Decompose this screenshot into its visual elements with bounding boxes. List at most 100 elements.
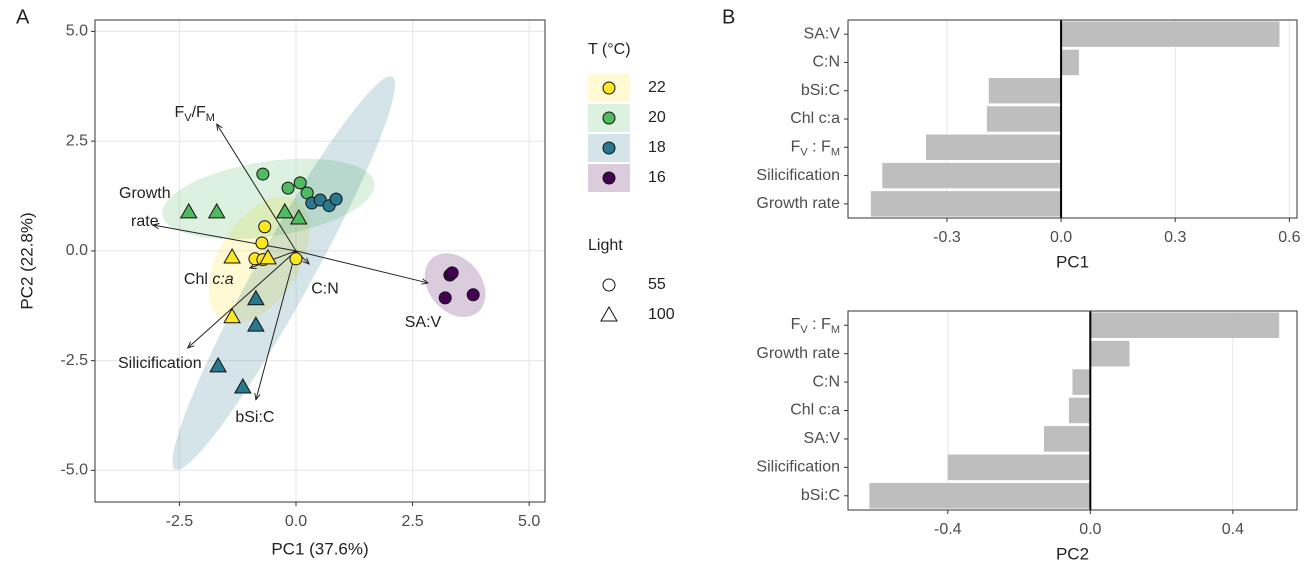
y-tick-label: Growth rate bbox=[756, 195, 840, 212]
y-tick-label: bSi:C bbox=[801, 487, 840, 504]
point-circle bbox=[255, 236, 269, 250]
x-tick-label: 0.0 bbox=[285, 513, 307, 530]
legend-symbol bbox=[602, 111, 616, 125]
bar bbox=[988, 77, 1062, 104]
label-part: V bbox=[800, 324, 808, 336]
bar bbox=[986, 106, 1062, 132]
legend-label: 22 bbox=[648, 79, 666, 96]
bar bbox=[1061, 49, 1079, 76]
group-ellipse bbox=[172, 76, 395, 470]
label-part: : F bbox=[808, 139, 831, 156]
y-tick-label: Silicification bbox=[756, 459, 840, 476]
y-tick-label: -2.5 bbox=[60, 352, 88, 369]
point-triangle bbox=[233, 377, 252, 394]
panel-label: A bbox=[16, 6, 30, 28]
point-triangle bbox=[275, 202, 294, 219]
point-circle bbox=[438, 291, 452, 305]
group-ellipse bbox=[162, 158, 375, 240]
y-tick-label: FV : FM bbox=[791, 139, 840, 159]
label-part: : F bbox=[808, 316, 831, 333]
label-part: V bbox=[800, 146, 808, 158]
point-triangle bbox=[259, 248, 277, 265]
point-circle bbox=[329, 192, 343, 206]
legend-title: Light bbox=[588, 237, 623, 254]
bar bbox=[1043, 426, 1091, 452]
label-part: F bbox=[174, 104, 184, 121]
y-tick-label: 0.0 bbox=[66, 242, 88, 259]
bar bbox=[882, 162, 1062, 189]
loading-label: Growth bbox=[119, 185, 171, 202]
legend-symbol bbox=[600, 305, 618, 322]
point-circle bbox=[293, 176, 307, 190]
bar bbox=[1061, 21, 1280, 47]
label-part: V bbox=[184, 112, 192, 124]
point-triangle bbox=[209, 356, 227, 373]
point-triangle bbox=[223, 307, 241, 324]
plot-frame bbox=[847, 310, 1298, 511]
bar bbox=[870, 191, 1062, 217]
x-axis-title: PC1 bbox=[1056, 252, 1089, 271]
legend-title: T (°C) bbox=[588, 41, 631, 58]
label-part: c:a bbox=[212, 271, 233, 288]
loading-label: C:N bbox=[311, 280, 339, 297]
label-part: /F bbox=[192, 104, 206, 121]
legend-symbol bbox=[602, 141, 616, 155]
y-tick-label: Chl c:a bbox=[790, 402, 840, 419]
point-triangle bbox=[179, 202, 198, 219]
point-circle bbox=[281, 181, 295, 195]
point-circle bbox=[256, 167, 270, 181]
loading-arrow bbox=[217, 124, 297, 252]
loading-label: rate bbox=[131, 213, 159, 230]
bar bbox=[1090, 312, 1280, 339]
plot-frame bbox=[94, 19, 546, 503]
point-triangle bbox=[247, 289, 265, 306]
bar bbox=[1072, 369, 1091, 395]
x-tick-label: 2.5 bbox=[401, 513, 423, 530]
loading-arrow bbox=[153, 225, 297, 252]
bar bbox=[1090, 340, 1130, 367]
y-tick-label: SA:V bbox=[804, 25, 841, 42]
y-tick-label: Growth rate bbox=[756, 345, 840, 362]
label-part: F bbox=[791, 139, 801, 156]
label-part: M bbox=[831, 146, 840, 158]
point-triangle bbox=[289, 208, 308, 225]
y-tick-label: C:N bbox=[812, 373, 840, 390]
x-tick-label: 0.0 bbox=[1079, 521, 1101, 538]
point-triangle bbox=[247, 316, 265, 332]
bar bbox=[869, 482, 1091, 509]
x-tick-label: -0.3 bbox=[933, 229, 961, 246]
x-tick-label: 0.4 bbox=[1222, 521, 1244, 538]
loading-label: Chl c:a bbox=[184, 271, 234, 288]
x-tick-label: 5.0 bbox=[518, 513, 540, 530]
x-tick-label: 0.3 bbox=[1164, 229, 1186, 246]
label-part: M bbox=[206, 112, 215, 124]
x-axis-title: PC1 (37.6%) bbox=[271, 539, 368, 558]
bar bbox=[947, 454, 1091, 481]
y-axis-title: PC2 (22.8%) bbox=[17, 212, 36, 309]
label-part: F bbox=[791, 316, 801, 333]
bar bbox=[926, 134, 1062, 161]
y-tick-label: -5.0 bbox=[60, 462, 88, 479]
legend-label: 18 bbox=[648, 139, 666, 156]
point-triangle bbox=[207, 202, 226, 219]
legend-symbol bbox=[602, 171, 616, 185]
panel-label: B bbox=[722, 6, 735, 28]
loading-arrow bbox=[256, 250, 297, 400]
label-part: M bbox=[831, 324, 840, 336]
point-circle bbox=[258, 220, 272, 234]
y-tick-label: SA:V bbox=[804, 430, 841, 447]
loading-arrow bbox=[295, 250, 428, 283]
x-tick-label: 0.0 bbox=[1050, 229, 1072, 246]
point-circle bbox=[466, 288, 480, 302]
point-circle bbox=[289, 252, 303, 266]
y-tick-label: 5.0 bbox=[66, 23, 88, 40]
y-tick-label: FV : FM bbox=[791, 316, 840, 336]
x-tick-label: -0.4 bbox=[934, 521, 962, 538]
y-tick-label: bSi:C bbox=[801, 82, 840, 99]
x-axis-title: PC2 bbox=[1056, 544, 1089, 563]
x-tick-label: -2.5 bbox=[166, 513, 194, 530]
plot-frame bbox=[847, 19, 1298, 219]
legend-label: 20 bbox=[648, 109, 666, 126]
y-tick-label: C:N bbox=[812, 54, 840, 71]
legend-label: 16 bbox=[648, 169, 666, 186]
